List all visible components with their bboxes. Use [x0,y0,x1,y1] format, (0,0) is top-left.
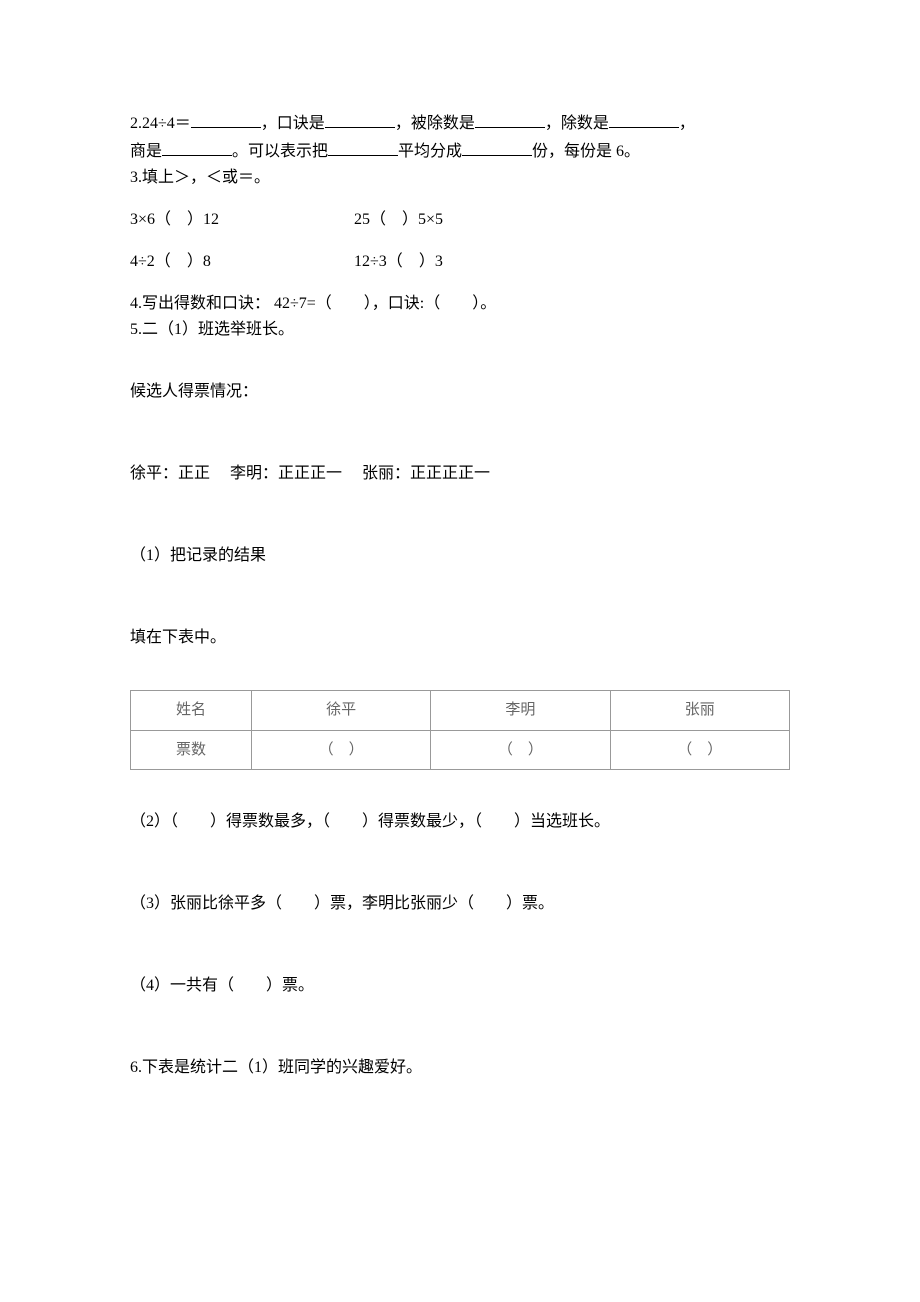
q3-item2-left: 25（ [354,211,386,228]
q2-blank6[interactable] [328,138,398,156]
q2-line2-part3: 份，每份是 6。 [532,143,640,160]
table-data-row: 票数 （ ） （ ） （ ） [131,730,790,770]
question-2-line2: 商是 。可以表示把 平均分成 份，每份是 6。 [130,138,790,164]
votes-table: 姓名 徐平 李明 张丽 票数 （ ） （ ） （ ） [130,690,790,770]
q3-item4-mid: ）3 [419,253,443,270]
q3-row2: 4÷2（ ）8 12÷3（ ）3 [130,250,790,274]
table-header-row: 姓名 徐平 李明 张丽 [131,691,790,731]
table-cell-li[interactable]: （ ） [431,730,610,770]
q3-item3-mid: ）8 [187,253,211,270]
q3-item3-blank[interactable] [171,250,187,274]
q3-item1-left: 3×6（ [130,211,171,228]
q2-part3: ，除数是 [545,115,609,132]
table-header-zhang: 张丽 [610,691,789,731]
q2-line2-part1: 。可以表示把 [232,143,328,160]
q3-item1: 3×6（ ）12 [130,208,350,232]
q2-line2-prefix: 商是 [130,143,162,160]
table-row-label: 票数 [131,730,252,770]
question-5-title: 5.二（1）班选举班长。 [130,318,790,342]
q3-item4-blank[interactable] [403,250,419,274]
q2-line2-part2: 平均分成 [398,143,462,160]
q2-blank5[interactable] [162,138,232,156]
q2-blank1[interactable] [191,110,261,128]
q2-blank3[interactable] [475,110,545,128]
table-header-xu: 徐平 [251,691,430,731]
table-cell-xu[interactable]: （ ） [251,730,430,770]
table-header-li: 李明 [431,691,610,731]
q3-item2: 25（ ）5×5 [354,208,574,232]
question-3-title: 3.填上＞，＜或＝。 [130,166,790,190]
q2-blank4[interactable] [609,110,679,128]
q3-item3: 4÷2（ ）8 [130,250,350,274]
q5-sub1-line1: （1）把记录的结果 [130,544,790,568]
q3-item1-mid: ）12 [187,211,219,228]
q3-item3-left: 4÷2（ [130,253,171,270]
question-2-line1: 2.24÷4＝ ，口诀是 ，被除数是 ，除数是 ， [130,110,790,136]
q3-item2-blank[interactable] [386,208,402,232]
q3-item2-mid: ）5×5 [402,211,443,228]
q5-votes-label: 候选人得票情况： [130,380,790,404]
q3-row1: 3×6（ ）12 25（ ）5×5 [130,208,790,232]
q3-item4-left: 12÷3（ [354,253,403,270]
q5-sub1-line2: 填在下表中。 [130,626,790,650]
q3-item4: 12÷3（ ）3 [354,250,574,274]
table-cell-zhang[interactable]: （ ） [610,730,789,770]
q2-part1: ，口诀是 [261,115,325,132]
question-4: 4.写出得数和口诀： 42÷7=（ ），口诀:（ ）。 [130,292,790,316]
q2-prefix: 2.24÷4＝ [130,115,191,132]
q5-sub4: （4）一共有（ ）票。 [130,974,790,998]
q2-part4: ， [679,115,695,132]
question-6: 6.下表是统计二（1）班同学的兴趣爱好。 [130,1056,790,1080]
q5-sub2: （2）（ ）得票数最多，（ ）得票数最少，（ ）当选班长。 [130,810,790,834]
q3-item1-blank[interactable] [171,208,187,232]
q2-blank7[interactable] [462,138,532,156]
q2-blank2[interactable] [325,110,395,128]
q5-votes-data: 徐平：正正 李明：正正正一 张丽：正正正正一 [130,462,790,486]
table-header-name: 姓名 [131,691,252,731]
q2-part2: ，被除数是 [395,115,475,132]
q5-sub3: （3）张丽比徐平多（ ）票，李明比张丽少（ ）票。 [130,892,790,916]
